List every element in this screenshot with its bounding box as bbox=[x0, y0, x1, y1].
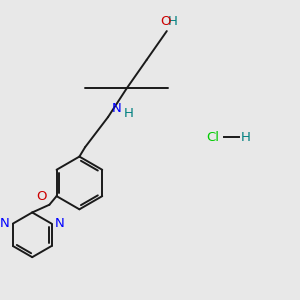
Text: O: O bbox=[160, 15, 171, 28]
Text: N: N bbox=[0, 217, 10, 230]
Text: O: O bbox=[37, 190, 47, 203]
Text: H: H bbox=[241, 130, 250, 144]
Text: N: N bbox=[54, 217, 64, 230]
Text: H: H bbox=[168, 15, 178, 28]
Text: N: N bbox=[112, 102, 121, 115]
Text: H: H bbox=[124, 107, 134, 120]
Text: Cl: Cl bbox=[206, 130, 219, 144]
